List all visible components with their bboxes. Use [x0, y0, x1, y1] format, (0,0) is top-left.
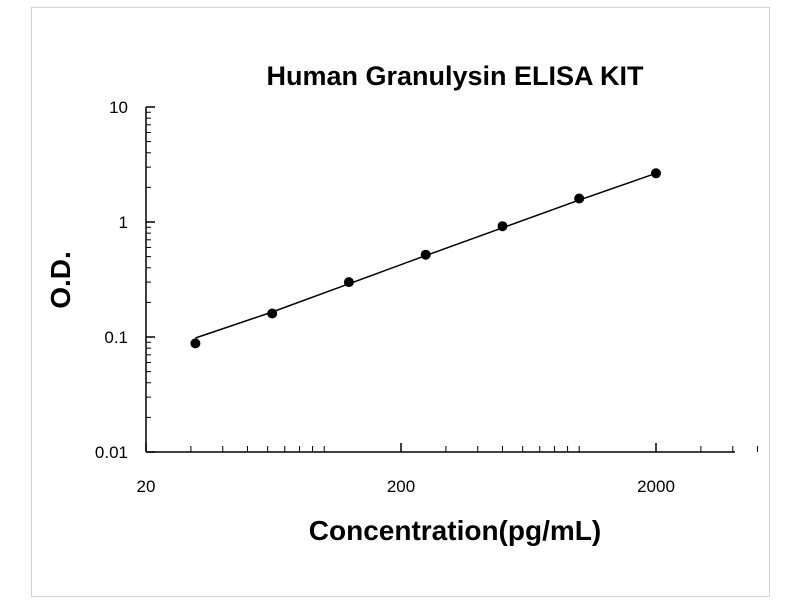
data-point	[343, 277, 354, 288]
data-point	[651, 168, 661, 179]
data-point	[190, 338, 201, 349]
chart-frame	[31, 7, 770, 597]
x-axis-tick-labels: 20 200 2000	[137, 477, 675, 496]
chart-title: Human Granulysin ELISA KIT	[266, 61, 644, 91]
x-axis-title: Concentration(pg/mL)	[309, 515, 601, 546]
data-point	[574, 193, 585, 204]
x-axis-ticks	[145, 443, 758, 452]
y-tick-label: 10	[109, 98, 128, 117]
x-tick-label: 2000	[637, 477, 675, 496]
y-tick-label: 1	[119, 213, 128, 232]
y-axis-title: O.D.	[45, 251, 76, 309]
y-axis-ticks	[146, 106, 155, 453]
data-point	[420, 249, 431, 260]
data-point	[497, 221, 508, 232]
y-tick-label: 0.1	[104, 328, 128, 347]
data-points	[190, 168, 661, 349]
x-tick-label: 200	[387, 477, 415, 496]
y-tick-label: 0.01	[95, 443, 128, 462]
y-axis-tick-labels: 10 1 0.1 0.01	[95, 98, 128, 462]
data-point	[267, 308, 278, 319]
x-tick-label: 20	[137, 477, 156, 496]
